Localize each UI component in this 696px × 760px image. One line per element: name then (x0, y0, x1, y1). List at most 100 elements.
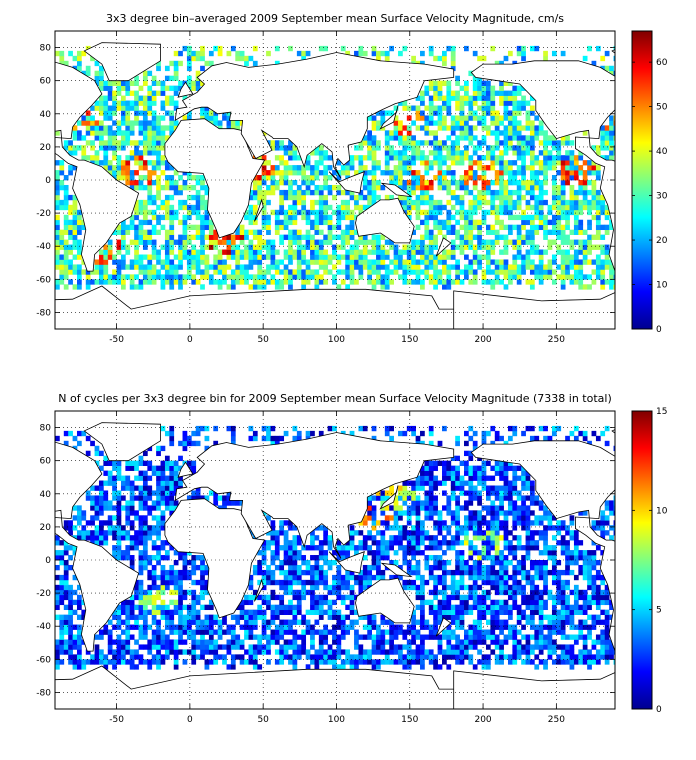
heatmap-cell (543, 234, 548, 240)
heatmap-cell (384, 239, 390, 245)
heatmap-cell (503, 135, 509, 141)
heatmap-cell (266, 279, 271, 285)
heatmap-cell (178, 604, 183, 611)
heatmap-cell (442, 120, 447, 126)
heatmap-cell (323, 654, 329, 660)
heatmap-cell (437, 155, 443, 161)
heatmap-cell (257, 155, 263, 161)
panel-1-coastlines (55, 42, 615, 329)
heatmap-cell (336, 254, 342, 260)
heatmap-cell (433, 269, 438, 275)
heatmap-cell (477, 254, 482, 260)
heatmap-cell (402, 145, 408, 151)
heatmap-cell (164, 184, 170, 191)
heatmap-cell (529, 95, 535, 101)
x-tick-label: 250 (548, 335, 565, 345)
heatmap-cell (433, 659, 438, 665)
heatmap-cell (138, 555, 144, 561)
heatmap-cell (507, 624, 513, 630)
panel-2-heatmap-cells (55, 425, 615, 670)
heatmap-cell (349, 594, 355, 601)
heatmap-cell (310, 564, 315, 571)
heatmap-cell (398, 629, 403, 635)
heatmap-cell (292, 589, 298, 596)
heatmap-cell (494, 604, 500, 611)
heatmap-cell (147, 70, 153, 77)
heatmap-cell (477, 224, 482, 231)
heatmap-cell (252, 594, 258, 601)
heatmap-cell (406, 115, 412, 121)
heatmap-cell (318, 555, 324, 561)
heatmap-cell (428, 100, 434, 106)
heatmap-cell (459, 105, 465, 111)
heatmap-cell (499, 624, 504, 630)
heatmap-cell (261, 555, 267, 561)
heatmap-cell (455, 624, 460, 630)
heatmap-cell (292, 555, 298, 561)
heatmap-cell (85, 70, 91, 77)
heatmap-cell (437, 269, 443, 275)
heatmap-cell (565, 654, 570, 660)
heatmap-cell (516, 269, 522, 275)
heatmap-cell (472, 279, 478, 285)
heatmap-cell (464, 540, 469, 546)
heatmap-cell (543, 130, 548, 136)
heatmap-cell (142, 160, 148, 166)
heatmap-cell (587, 574, 592, 581)
heatmap-cell (398, 564, 403, 571)
heatmap-cell (446, 639, 452, 645)
heatmap-cell (160, 85, 166, 91)
heatmap-cell (459, 115, 465, 121)
heatmap-cell (521, 564, 526, 571)
heatmap-cell (160, 90, 166, 96)
heatmap-cell (76, 664, 82, 670)
heatmap-cell (244, 244, 249, 250)
heatmap-cell (459, 619, 465, 625)
heatmap-cell (266, 659, 271, 665)
heatmap-cell (120, 110, 126, 116)
heatmap-cell (573, 654, 579, 660)
heatmap-cell (90, 55, 95, 62)
heatmap-cell (112, 165, 117, 171)
heatmap-cell (402, 279, 408, 285)
heatmap-cell (477, 120, 482, 126)
heatmap-cell (534, 269, 540, 275)
heatmap-cell (609, 654, 614, 660)
heatmap-cell (186, 60, 192, 67)
heatmap-cell (81, 155, 87, 161)
heatmap-cell (142, 619, 148, 625)
heatmap-cell (208, 619, 214, 625)
heatmap-cell (147, 125, 153, 131)
heatmap-cell (283, 604, 289, 611)
heatmap-cell (485, 644, 491, 650)
x-tick-label: 100 (328, 335, 345, 345)
heatmap-cell (499, 269, 504, 275)
heatmap-cell (565, 160, 570, 166)
heatmap-cell (503, 150, 509, 156)
heatmap-cell (336, 209, 342, 216)
heatmap-cell (94, 150, 100, 156)
heatmap-cell (244, 249, 249, 255)
heatmap-cell (244, 649, 249, 655)
heatmap-cell (98, 110, 104, 116)
heatmap-cell (569, 155, 575, 161)
heatmap-cell (358, 654, 364, 660)
heatmap-cell (516, 100, 522, 106)
heatmap-cell (129, 624, 135, 630)
heatmap-cell (543, 659, 548, 665)
heatmap-cell (376, 264, 381, 270)
heatmap-cell (516, 279, 522, 285)
heatmap-cell (507, 560, 513, 566)
heatmap-cell (446, 165, 452, 171)
heatmap-cell (512, 150, 518, 156)
heatmap-cell (433, 579, 438, 586)
heatmap-cell (398, 135, 403, 141)
heatmap-cell (266, 564, 271, 571)
heatmap-cell (340, 664, 346, 670)
heatmap-cell (138, 110, 144, 116)
heatmap-cell (72, 55, 78, 62)
heatmap-cell (402, 160, 408, 166)
heatmap-cell (147, 229, 153, 235)
heatmap-cell (204, 60, 210, 67)
heatmap-cell (507, 659, 513, 665)
